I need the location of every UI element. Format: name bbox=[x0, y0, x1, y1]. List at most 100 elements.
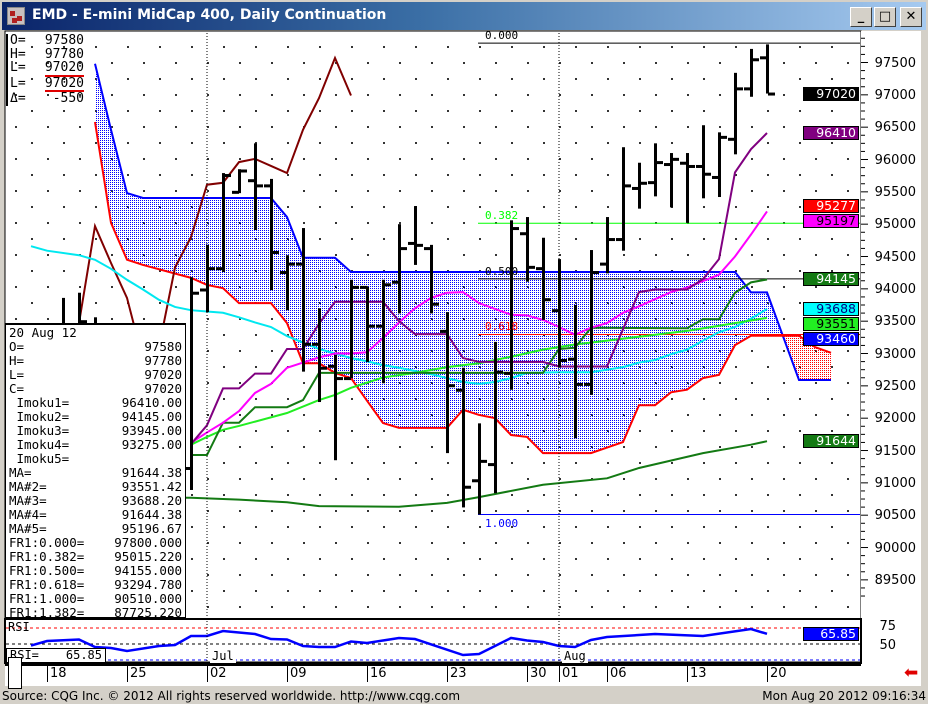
databox-row: Imoku2= 94145.00 bbox=[9, 410, 182, 424]
bar-close-tick bbox=[752, 58, 759, 62]
price-bar bbox=[680, 153, 695, 223]
bar-open-tick bbox=[408, 241, 415, 245]
databox-row: Imoku4= 93275.00 bbox=[9, 438, 182, 452]
price-value-tag: 93551 bbox=[803, 317, 859, 332]
bar-close-tick bbox=[368, 324, 375, 328]
databox-label: MA#3= bbox=[9, 493, 47, 508]
bar-close-tick bbox=[352, 285, 359, 289]
fib-level-label: 0.382 bbox=[485, 209, 519, 223]
databox-label: O= bbox=[9, 339, 25, 354]
databox-value: 97580 bbox=[144, 339, 182, 354]
price-value-tag: 94145 bbox=[803, 272, 859, 287]
bar-close-tick bbox=[640, 181, 647, 185]
price-bar bbox=[648, 143, 663, 197]
close-button[interactable]: ✕ bbox=[900, 7, 922, 27]
price-axis-label: 91000 bbox=[874, 475, 916, 491]
price-bar bbox=[232, 169, 247, 194]
price-bar bbox=[216, 173, 231, 273]
price-bar bbox=[296, 228, 311, 372]
price-bar bbox=[376, 279, 391, 384]
databox-value: 94145.00 bbox=[121, 409, 182, 424]
date-axis-bg bbox=[5, 664, 920, 686]
price-bar bbox=[488, 341, 503, 494]
databox-value: 97020 bbox=[144, 381, 182, 396]
databox-row: MA= 91644.38 bbox=[9, 466, 182, 480]
price-bar bbox=[696, 125, 711, 199]
rsi-label: RSI bbox=[8, 620, 30, 634]
bar-open-tick bbox=[216, 267, 223, 271]
bar-close-tick bbox=[256, 184, 263, 188]
title-bar: EMD - E-mini MidCap 400, Daily Continuat… bbox=[0, 0, 928, 31]
bar-close-tick bbox=[704, 172, 711, 176]
bar-close-tick bbox=[304, 342, 311, 346]
databox-value: 91644.38 bbox=[121, 465, 182, 480]
bar-range bbox=[350, 279, 353, 379]
price-axis-label: 97000 bbox=[874, 87, 916, 103]
databox-value: 93551.42 bbox=[121, 479, 182, 494]
cqg-app-icon bbox=[7, 7, 25, 25]
ohlc-value: 97020 bbox=[44, 75, 84, 92]
status-bar: Source: CQG Inc. © 2012 All rights reser… bbox=[0, 688, 928, 704]
databox-row: FR1:0.382= 95015.220 bbox=[9, 550, 182, 564]
bar-open-tick bbox=[488, 463, 495, 467]
price-axis-label: 90000 bbox=[874, 540, 916, 556]
price-value-tag: 93688 bbox=[803, 302, 859, 317]
indicator-line bbox=[78, 55, 352, 362]
bar-close-tick bbox=[400, 247, 407, 251]
bar-open-tick bbox=[280, 271, 287, 275]
databox-value: 95015.220 bbox=[114, 549, 182, 564]
price-value-tag: 97020 bbox=[803, 86, 859, 101]
price-bar bbox=[280, 255, 295, 311]
price-value-tag: 91644 bbox=[803, 434, 859, 449]
bar-open-tick bbox=[456, 388, 463, 392]
bar-open-tick bbox=[584, 382, 591, 386]
databox-row: H= 97780 bbox=[9, 354, 182, 368]
maximize-button[interactable]: □ bbox=[874, 7, 896, 27]
databox-label: Imoku4= bbox=[9, 437, 70, 452]
price-bar bbox=[744, 48, 759, 97]
bar-range bbox=[638, 162, 641, 209]
bar-range bbox=[366, 286, 369, 362]
price-bar bbox=[248, 143, 263, 230]
price-axis-label: 96000 bbox=[874, 152, 916, 168]
ohlc-row: L= 97020 bbox=[8, 75, 84, 92]
databox-value: 97800.000 bbox=[114, 535, 182, 550]
bar-range bbox=[238, 169, 241, 194]
minimize-button[interactable]: _ bbox=[850, 7, 872, 27]
databox-value: 90510.000 bbox=[114, 591, 182, 606]
bar-close-tick bbox=[608, 238, 615, 242]
source-text: Source: CQG Inc. © 2012 All rights reser… bbox=[2, 689, 461, 703]
bar-open-tick bbox=[696, 164, 703, 168]
databox-row: FR1:1.000= 90510.000 bbox=[9, 592, 182, 606]
bar-open-tick bbox=[264, 184, 271, 188]
bar-range bbox=[606, 217, 609, 274]
bar-open-tick bbox=[360, 285, 367, 289]
bar-open-tick bbox=[184, 466, 191, 470]
databox-value: 95196.67 bbox=[121, 521, 182, 536]
price-bar bbox=[504, 220, 519, 390]
bar-open-tick bbox=[296, 262, 303, 266]
price-bar bbox=[616, 147, 631, 251]
horizontal-scroll-thumb[interactable] bbox=[8, 657, 22, 689]
fib-level-label: 0.000 bbox=[485, 29, 519, 43]
vertical-scrollbar[interactable] bbox=[920, 31, 928, 686]
scroll-to-latest-arrow-icon[interactable]: ⬅ bbox=[904, 663, 919, 683]
ohlc-label: L= bbox=[10, 60, 26, 75]
databox-row: FR1:0.618= 93294.780 bbox=[9, 578, 182, 592]
bar-range bbox=[494, 341, 497, 494]
bar-open-tick bbox=[536, 267, 543, 271]
price-bar bbox=[456, 367, 471, 508]
bar-open-tick bbox=[312, 342, 319, 346]
bar-open-tick bbox=[632, 186, 639, 190]
price-axis-label: 89500 bbox=[874, 572, 916, 588]
ohlc-row: O= 97580 bbox=[8, 34, 84, 48]
bar-range bbox=[286, 255, 289, 311]
date-axis-label: 13 bbox=[687, 666, 707, 682]
databox-label: MA#5= bbox=[9, 521, 47, 536]
ichimoku-cloud-fill bbox=[95, 63, 782, 454]
bar-range bbox=[478, 423, 481, 515]
bar-close-tick bbox=[192, 291, 199, 295]
bar-close-tick bbox=[768, 92, 775, 96]
databox-value: 93688.20 bbox=[121, 493, 182, 508]
rsi-readout: RSI= 65.85 bbox=[6, 648, 106, 663]
